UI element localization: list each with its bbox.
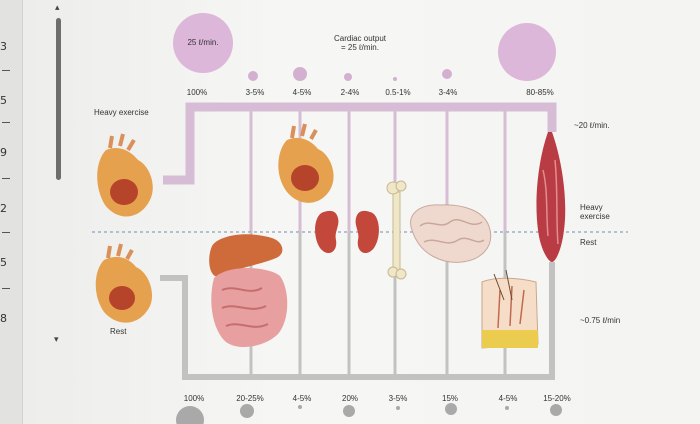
heavy-circle <box>293 67 307 81</box>
scroll-up-arrow-icon[interactable]: ▴ <box>55 2 60 12</box>
rest-percent: 4-5% <box>498 394 518 403</box>
heavy-circle <box>393 77 397 81</box>
skin-icon <box>481 269 539 349</box>
heavy-muscle-circle <box>498 23 556 81</box>
muscle-icon <box>536 132 566 262</box>
rest-circle <box>505 406 509 410</box>
gutter-number: 5 <box>0 256 7 269</box>
gutter-number: 8 <box>0 312 7 325</box>
heavy-percent: 3-4% <box>438 88 458 97</box>
cardiac-output-value: = 25 ℓ/min. <box>341 43 379 52</box>
heart-icon <box>278 123 334 203</box>
legend-rest: Rest <box>580 238 597 247</box>
gutter-strip <box>0 0 23 424</box>
brain-icon <box>410 204 492 263</box>
heart-icon <box>97 133 153 217</box>
gutter-dash <box>2 70 10 71</box>
rest-circle <box>445 403 457 415</box>
rest-circle <box>396 406 400 410</box>
cardiac-output-label: Cardiac output <box>333 34 387 43</box>
heavy-percent: 3-5% <box>245 88 265 97</box>
heavy-percent: 0.5-1% <box>385 88 411 97</box>
gutter-dash <box>2 178 10 179</box>
rest-circle <box>298 405 302 409</box>
heavy-percent: 4-5% <box>292 88 312 97</box>
heavy-percent: 80-85% <box>526 88 554 97</box>
gutter-number: 2 <box>0 202 7 215</box>
heavy-circle <box>442 69 452 79</box>
rest-percent: 20-25% <box>236 394 264 403</box>
digestive-organs-icon <box>209 234 288 348</box>
legend-heavy-line1: Heavy <box>580 203 603 212</box>
heart-icon <box>95 243 153 323</box>
scroll-down-arrow-icon[interactable]: ▾ <box>54 334 59 344</box>
bone-icon <box>386 180 407 280</box>
heavy-pipe <box>163 102 557 185</box>
gutter-number: 9 <box>0 146 7 159</box>
rest-percent: 3-5% <box>388 394 408 403</box>
muscle-flow-rest: ~0.75 ℓ/min <box>580 316 621 325</box>
heavy-percent: 100% <box>186 88 208 97</box>
rest-percent: 20% <box>341 394 359 403</box>
legend-heavy-line2: exercise <box>580 212 610 221</box>
rest-percent: 15-20% <box>543 394 571 403</box>
rest-circle <box>343 405 355 417</box>
kidneys-icon <box>315 210 379 254</box>
heavy-percent: 2-4% <box>340 88 360 97</box>
heavy-circle <box>248 71 258 81</box>
muscle-flow-heavy: ~20 ℓ/min. <box>574 121 610 130</box>
heavy-total-circle <box>173 13 233 73</box>
rest-percent: 4-5% <box>292 394 312 403</box>
rest-percent: 15% <box>441 394 459 403</box>
rest-percent: 100% <box>183 394 205 403</box>
gutter-dash <box>2 288 10 289</box>
rest-label: Rest <box>110 327 127 336</box>
gutter-number: 5 <box>0 94 7 107</box>
rest-pipe <box>160 262 555 380</box>
gutter-dash <box>2 232 10 233</box>
gutter-number: 3 <box>0 40 7 53</box>
rest-circle <box>240 404 254 418</box>
heavy-circle <box>344 73 352 81</box>
rest-circle <box>550 404 562 416</box>
heavy-exercise-label: Heavy exercise <box>94 108 149 117</box>
gutter-dash <box>2 122 10 123</box>
total-flow-label: 25 ℓ/min. <box>187 38 219 47</box>
rest-total-circle <box>176 406 204 424</box>
scrollbar-thumb[interactable] <box>56 18 61 180</box>
